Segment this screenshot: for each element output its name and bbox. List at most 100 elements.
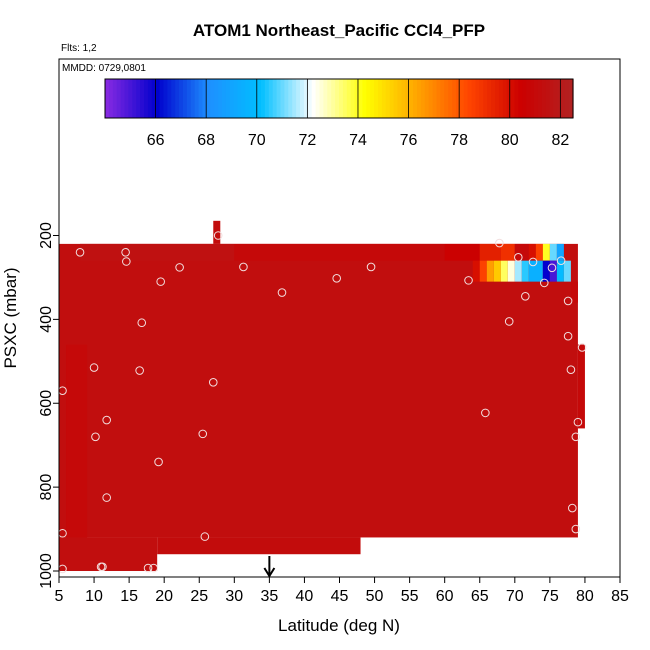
colorbar-segment: [459, 79, 465, 118]
sample-point: [102, 415, 111, 425]
colorbar-segment: [569, 79, 574, 118]
colorbar-segment: [175, 79, 180, 118]
heatmap-cell: [556, 243, 564, 261]
sample-point: [332, 273, 341, 283]
colorbar-segment: [432, 79, 438, 118]
sample-point: [213, 231, 223, 240]
colorbar-segment: [288, 79, 293, 118]
heatmap-cell: [577, 344, 585, 429]
colorbar-segment: [518, 79, 523, 118]
colorbar-segment: [218, 79, 223, 118]
sample-point: [149, 563, 158, 573]
colorbar-segment: [491, 79, 496, 118]
colorbar-segment: [124, 79, 129, 118]
colorbar-segment: [381, 79, 387, 118]
sample-point: [121, 247, 130, 257]
colorbar-segment: [284, 79, 289, 118]
sample-point: [563, 296, 573, 306]
y-tick-label: 600: [38, 390, 55, 417]
colorbar-segment: [409, 79, 414, 118]
colorbar-tick-label: 76: [400, 132, 418, 149]
colorbar-segment: [261, 79, 266, 118]
sample-point: [135, 366, 144, 375]
colorbar-segment: [144, 79, 149, 118]
heatmap-cell: [493, 260, 501, 282]
heatmap-cell: [234, 243, 445, 261]
colorbar-tick-label: 82: [551, 132, 569, 149]
sample-point: [200, 532, 210, 541]
colorbar-segment: [327, 79, 332, 118]
colorbar-segment: [335, 79, 340, 118]
colorbar-segment: [214, 79, 219, 118]
colorbar-segment: [190, 79, 196, 118]
colorbar-segment: [522, 79, 527, 118]
colorbar-segment: [159, 79, 165, 118]
colorbar-segment: [405, 79, 410, 118]
colorbar-segment: [292, 79, 297, 118]
sample-point: [156, 277, 165, 286]
sample-point: [277, 288, 287, 297]
colorbar-segment: [553, 79, 558, 118]
colorbar-segment: [565, 79, 570, 118]
colorbar-tick-label: 68: [197, 132, 215, 149]
colorbar-segment: [358, 79, 363, 118]
colorbar-segment: [183, 79, 188, 118]
colorbar-segment: [194, 79, 200, 118]
colorbar-segment: [440, 79, 445, 118]
x-tick-label: 45: [331, 588, 349, 605]
sample-point: [571, 432, 581, 442]
x-tick-label: 35: [260, 588, 278, 605]
colorbar-segment: [378, 79, 383, 118]
sample-point: [504, 317, 514, 326]
colorbar-segment: [311, 79, 317, 118]
flights-subtitle: Flts: 1,2: [61, 43, 97, 54]
heatmap-cell: [157, 537, 361, 555]
heatmap-cell: [549, 243, 557, 261]
sample-point: [528, 257, 538, 267]
colorbar-segment: [108, 79, 114, 118]
heatmap-cell: [80, 243, 235, 261]
colorbar-segment: [420, 79, 426, 118]
colorbar-segment: [225, 79, 231, 118]
x-tick-label: 20: [155, 588, 173, 605]
colorbar-segment: [557, 79, 562, 118]
chart-title: ATOM1 Northeast_Pacific CCl4_PFP: [193, 21, 485, 40]
colorbar-segment: [424, 79, 430, 118]
x-tick-label: 60: [436, 588, 454, 605]
colorbar-segment: [467, 79, 473, 118]
sample-point: [573, 417, 583, 427]
colorbar-segment: [105, 79, 110, 118]
colorbar-segment: [147, 79, 153, 118]
colorbar-segment: [155, 79, 161, 118]
x-tick-label: 40: [296, 588, 314, 605]
colorbar-tick-label: 66: [147, 132, 165, 149]
colorbar-segment: [541, 79, 547, 118]
sample-point: [577, 343, 587, 352]
colorbar-segment: [530, 79, 535, 118]
colorbar-segment: [120, 79, 126, 118]
heatmap-cell: [507, 260, 515, 282]
heatmap-cells: [59, 220, 585, 571]
sample-points: [58, 231, 587, 574]
colorbar-segment: [300, 79, 305, 118]
colorbar-segment: [206, 79, 211, 118]
colorbar-segment: [487, 79, 492, 118]
sample-point: [366, 262, 376, 272]
sample-point: [521, 292, 530, 301]
x-tick-label: 30: [225, 588, 243, 605]
colorbar-tick-label: 72: [298, 132, 316, 149]
heatmap-cell: [59, 537, 158, 571]
x-tick-label: 65: [471, 588, 489, 605]
x-tick-label: 85: [611, 588, 629, 605]
colorbar-segment: [167, 79, 172, 118]
colorbar-segment: [452, 79, 457, 118]
heatmap-cell: [556, 260, 564, 282]
sample-point: [208, 377, 218, 387]
heatmap-cell: [542, 243, 550, 261]
x-tick-label: 25: [190, 588, 208, 605]
sample-point: [91, 432, 100, 442]
colorbar-segment: [163, 79, 168, 118]
sample-point: [539, 278, 549, 288]
colorbar-segment: [323, 79, 328, 118]
heatmap-cell: [479, 260, 487, 282]
